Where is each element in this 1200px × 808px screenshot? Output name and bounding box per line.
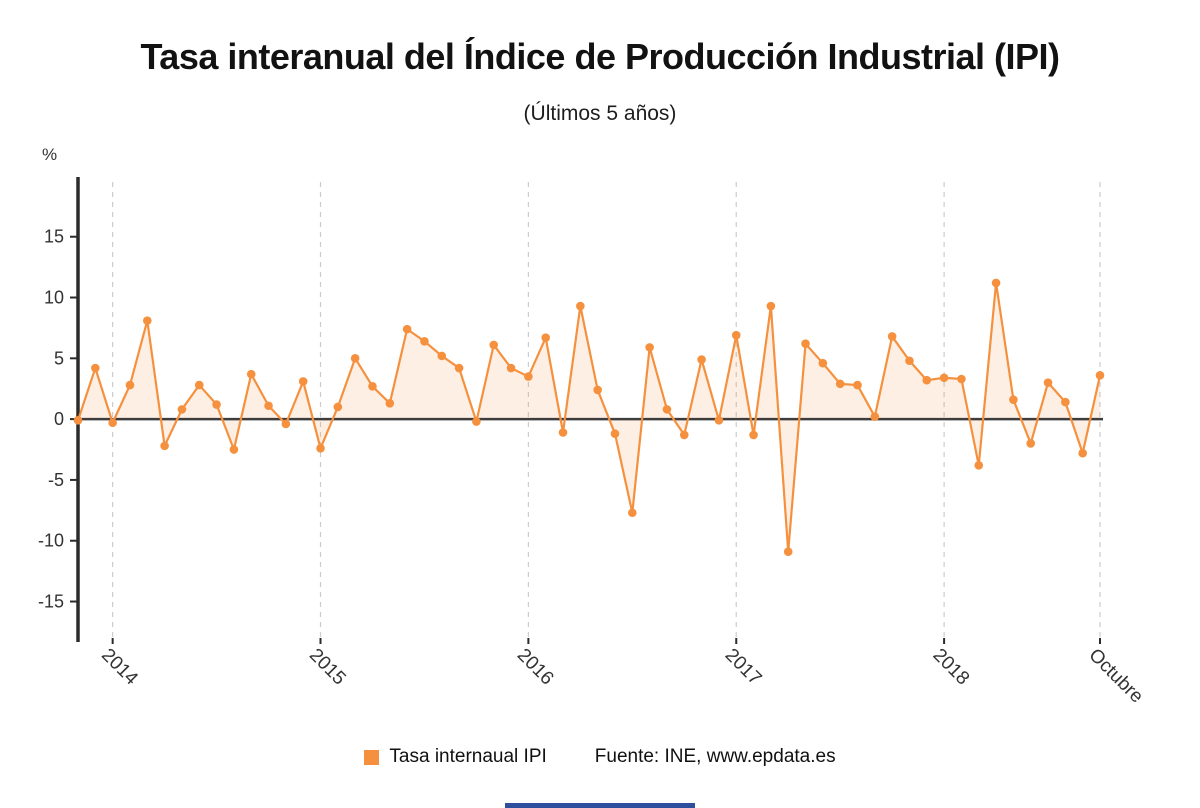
data-point (160, 441, 169, 451)
data-point (887, 332, 897, 341)
data-point (402, 324, 412, 334)
data-point (731, 330, 741, 340)
data-point (922, 375, 932, 385)
y-tick-label: 0 (54, 409, 64, 429)
data-point (194, 380, 204, 390)
data-point (835, 379, 845, 389)
data-point (870, 412, 880, 421)
data-point (801, 339, 810, 349)
data-point (91, 363, 100, 373)
data-point (645, 343, 654, 352)
y-tick-label: 5 (54, 348, 64, 368)
legend-series-label: Tasa internaual IPI (389, 746, 547, 767)
data-point (125, 380, 135, 390)
data-point (818, 358, 828, 368)
data-point (1026, 439, 1036, 448)
data-point (368, 381, 377, 391)
data-point (454, 363, 464, 373)
data-point (593, 385, 602, 395)
data-point (628, 508, 637, 518)
legend-item-ipi: Tasa internaual IPI (364, 746, 547, 768)
data-point (420, 336, 429, 346)
data-point (783, 547, 793, 556)
data-point (576, 301, 585, 311)
data-point (1043, 378, 1053, 387)
data-point (1061, 397, 1070, 407)
data-point (281, 419, 291, 429)
x-tick-label: 2014 (97, 645, 142, 690)
legend-swatch-icon (364, 749, 380, 765)
x-tick-label: 2018 (929, 645, 974, 690)
data-point (229, 445, 239, 454)
data-point (991, 278, 1001, 288)
data-point (212, 400, 221, 409)
data-point (333, 402, 343, 412)
y-tick-label: -10 (38, 531, 64, 551)
data-point (1009, 395, 1018, 404)
y-tick-label: 10 (44, 288, 64, 308)
data-point (264, 401, 273, 411)
data-point (853, 380, 862, 390)
data-point (350, 354, 360, 363)
source-label: Fuente: INE, www.epdata.es (594, 746, 836, 767)
chart-subtitle: (Últimos 5 años) (523, 102, 677, 125)
data-point (142, 316, 152, 325)
x-tick-label: 2015 (305, 645, 350, 690)
data-point (524, 372, 533, 381)
data-point (939, 373, 949, 383)
data-point (108, 418, 117, 428)
data-point (73, 416, 83, 425)
y-tick-label: -5 (48, 470, 64, 490)
x-tick-label: 2016 (513, 645, 558, 690)
y-tick-label: -15 (38, 592, 64, 612)
y-axis-unit-label: % (42, 145, 58, 164)
series-area-fill (78, 282, 1100, 552)
data-point (766, 301, 776, 311)
data-point (541, 333, 550, 342)
data-point (437, 351, 447, 361)
data-point (714, 416, 724, 425)
ipi-line-chart: 15 10 5 0 -5 -10 -15 2014 2015 2016 2017 2018 Octubr… (38, 177, 1147, 708)
data-point (662, 405, 672, 414)
data-point (298, 377, 308, 386)
legend-and-source: Tasa internaual IPI Fuente: INE, www.epd… (0, 746, 1200, 768)
chart-title: Tasa interanual del Índice de Producción… (140, 36, 1060, 77)
data-point (749, 430, 758, 440)
data-point (558, 428, 568, 437)
data-point (506, 363, 516, 373)
data-point (697, 355, 706, 364)
data-point (679, 430, 689, 440)
data-point (1078, 448, 1087, 458)
x-tick-label: 2017 (721, 645, 766, 690)
data-point (316, 444, 325, 453)
data-point (385, 399, 395, 408)
data-point (246, 369, 256, 379)
epdata-bottom-bar (505, 803, 695, 808)
x-tick-label: Octubre (1084, 645, 1147, 708)
data-point (974, 461, 984, 470)
data-point (489, 340, 499, 350)
data-point (177, 405, 187, 414)
data-point (472, 417, 481, 426)
data-point (905, 356, 914, 366)
data-point (1095, 371, 1105, 380)
y-tick-label: 15 (44, 227, 64, 247)
data-point (610, 429, 620, 439)
data-point (957, 374, 966, 384)
